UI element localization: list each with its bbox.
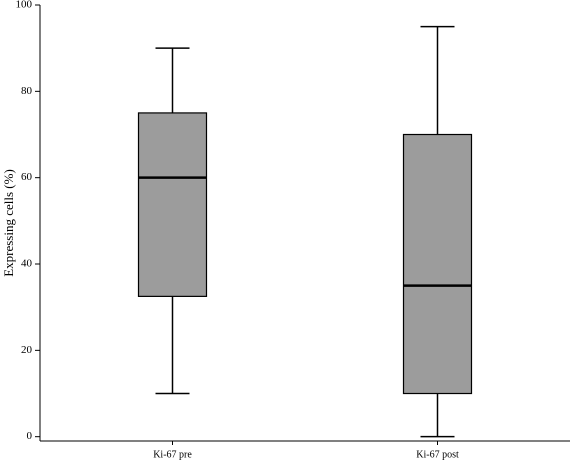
- y-tick-label: 60: [21, 171, 33, 183]
- y-tick-label: 80: [21, 85, 33, 97]
- x-tick-label: Ki-67 post: [416, 449, 459, 460]
- y-tick-label: 20: [21, 344, 33, 356]
- box: [137, 112, 208, 297]
- y-axis-label: Expressing cells (%): [1, 169, 16, 277]
- box: [402, 133, 473, 395]
- y-tick-label: 100: [16, 0, 33, 11]
- y-tick-label: 40: [21, 258, 33, 270]
- y-tick-label: 0: [27, 430, 33, 442]
- x-tick-label: Ki-67 pre: [153, 449, 192, 460]
